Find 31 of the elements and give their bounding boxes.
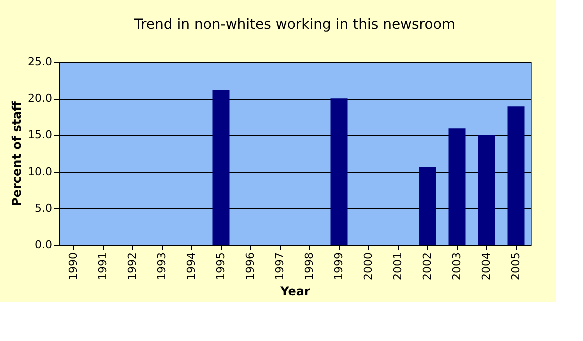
x-tick-label: 1997: [273, 252, 286, 280]
x-tick-label: 2003: [450, 252, 464, 280]
x-tick-label: 1990: [66, 252, 80, 280]
y-axis-title: Percent of staff: [10, 101, 24, 206]
x-axis-title: Year: [280, 284, 310, 298]
x-tick-label: 2001: [391, 252, 404, 280]
x-tick-label: 2004: [480, 252, 493, 280]
y-tick-label: 20.0: [28, 92, 52, 106]
bar: [212, 90, 230, 245]
bar: [419, 167, 436, 245]
y-tick-label: 10.0: [28, 165, 52, 178]
bar: [448, 128, 466, 245]
y-tick-label: 25.0: [28, 56, 52, 68]
x-tick-label: 1993: [155, 252, 168, 280]
bar: [478, 135, 496, 245]
x-tick-label: 1995: [214, 252, 228, 280]
bar: [330, 98, 348, 245]
x-tick-label: 2000: [362, 252, 375, 280]
chart-title: Trend in non-whites working in this newsroom: [133, 17, 456, 33]
x-tick-label: 2002: [420, 252, 434, 280]
y-tick-label: 5.0: [35, 202, 52, 215]
x-tick-label: 1996: [244, 252, 257, 280]
y-tick-label: 0.0: [35, 238, 52, 252]
x-tick-label: 2005: [509, 252, 522, 280]
bar: [508, 106, 525, 245]
x-tick-label: 1994: [184, 252, 198, 280]
x-tick-label: 1991: [96, 252, 110, 280]
x-tick-label: 1992: [126, 252, 139, 280]
y-tick-label: 15.0: [28, 128, 52, 142]
x-tick-label: 1998: [302, 252, 316, 280]
x-tick-label: 1999: [332, 252, 346, 280]
